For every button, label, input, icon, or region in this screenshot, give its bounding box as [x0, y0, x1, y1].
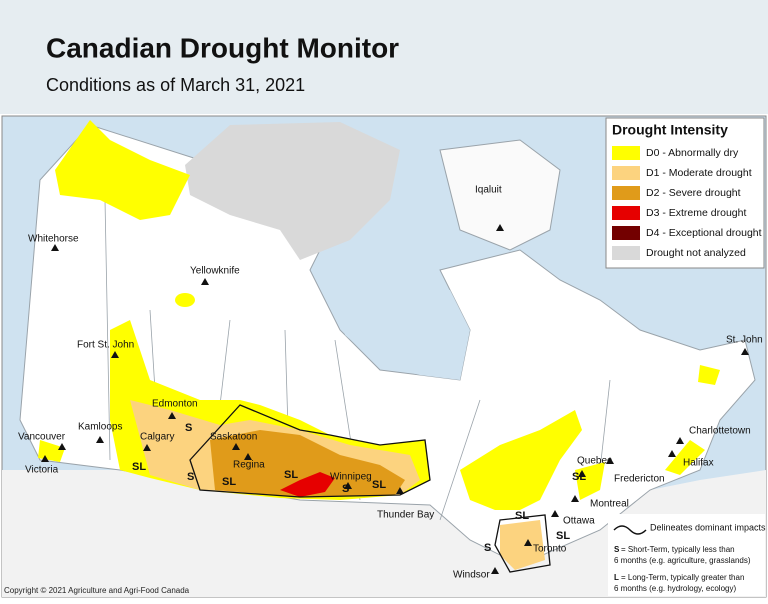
- impact-label: S: [342, 483, 349, 495]
- not-analyzed-region: [185, 122, 400, 260]
- city-label: Vancouver: [18, 432, 66, 443]
- impact-desc: = Long-Term, typically greater than: [621, 573, 744, 582]
- impact-label: S: [484, 542, 491, 554]
- copyright: Copyright © 2021 Agriculture and Agri-Fo…: [4, 586, 190, 595]
- header-band: [0, 0, 768, 114]
- impact-desc: 6 months (e.g. hydrology, ecology): [614, 584, 736, 593]
- city-label: Fredericton: [614, 474, 665, 485]
- impact-line-symbol: [613, 525, 647, 535]
- legend-label: D4 - Exceptional drought: [646, 227, 762, 239]
- city-label: St. John: [726, 335, 763, 346]
- impact-desc: 6 months (e.g. agriculture, grasslands): [614, 556, 751, 565]
- legend-title: Drought Intensity: [612, 122, 728, 138]
- city-label: Victoria: [25, 465, 59, 476]
- impact-label: SL: [132, 461, 146, 473]
- legend-items: D0 - Abnormally dry D1 - Moderate drought…: [612, 146, 762, 260]
- drought-d0: [665, 440, 705, 475]
- legend-swatch: [612, 166, 640, 180]
- city-label: Quebec: [577, 456, 612, 467]
- drought-d1: [500, 520, 545, 570]
- us-land: [2, 470, 766, 597]
- legend-swatch: [612, 226, 640, 240]
- impact-label: S: [187, 471, 194, 483]
- legend-label: D1 - Moderate drought: [646, 167, 752, 179]
- drought-d2: [210, 430, 405, 497]
- legend-label: D0 - Abnormally dry: [646, 147, 739, 159]
- impact-outline: [494, 514, 551, 573]
- drought-d0: [460, 410, 582, 510]
- drought-d0: [698, 365, 720, 385]
- legend-swatch: [612, 246, 640, 260]
- legend-label: D2 - Severe drought: [646, 187, 741, 199]
- legend-label: Drought not analyzed: [646, 247, 746, 259]
- drought-d0: [175, 293, 195, 307]
- baffin-island: [439, 139, 561, 251]
- impact-key: S: [614, 545, 620, 554]
- city-label: Whitehorse: [28, 234, 79, 245]
- legend-swatch: [612, 186, 640, 200]
- city-label: Charlottetown: [689, 426, 751, 437]
- impact-label: SL: [572, 471, 586, 483]
- impact-label: SL: [222, 476, 236, 488]
- legend-swatch: [612, 146, 640, 160]
- city-markers: [41, 224, 749, 574]
- impact-label: S: [185, 422, 192, 434]
- city-label: Calgary: [140, 432, 174, 443]
- subtitle: Conditions as of March 31, 2021: [46, 75, 305, 95]
- impact-outline: [189, 404, 431, 498]
- impact-line-label: Delineates dominant impacts: [650, 522, 766, 532]
- impact-desc: = Short-Term, typically less than: [621, 545, 735, 554]
- drought-d3: [280, 472, 335, 497]
- city-label: Yellowknife: [190, 266, 240, 277]
- legend-swatch: [612, 206, 640, 220]
- city-label: Thunder Bay: [377, 510, 434, 521]
- city-label: Kamloops: [78, 422, 122, 433]
- impacts-legend-box: [608, 514, 765, 596]
- city-label: Windsor: [453, 570, 490, 581]
- city-label: Winnipeg: [330, 472, 372, 483]
- drought-d0: [55, 120, 190, 220]
- city-label: Montreal: [590, 499, 629, 510]
- impact-label: SL: [284, 469, 298, 481]
- city-label: Regina: [233, 460, 265, 471]
- impact-label: SL: [556, 530, 570, 542]
- city-label: Fort St. John: [77, 340, 134, 351]
- city-label: Iqaluit: [475, 185, 502, 196]
- impact-label: SL: [372, 479, 386, 491]
- impact-label: SL: [515, 510, 529, 522]
- city-label: Edmonton: [152, 399, 198, 410]
- city-label: Halifax: [683, 458, 714, 469]
- city-label: Toronto: [533, 544, 567, 555]
- impact-key: L: [614, 573, 619, 582]
- legend-label: D3 - Extreme drought: [646, 207, 746, 219]
- title: Canadian Drought Monitor: [46, 32, 399, 63]
- city-label: Saskatoon: [210, 432, 257, 443]
- city-label: Ottawa: [563, 516, 595, 527]
- hudson-bay: [340, 280, 470, 380]
